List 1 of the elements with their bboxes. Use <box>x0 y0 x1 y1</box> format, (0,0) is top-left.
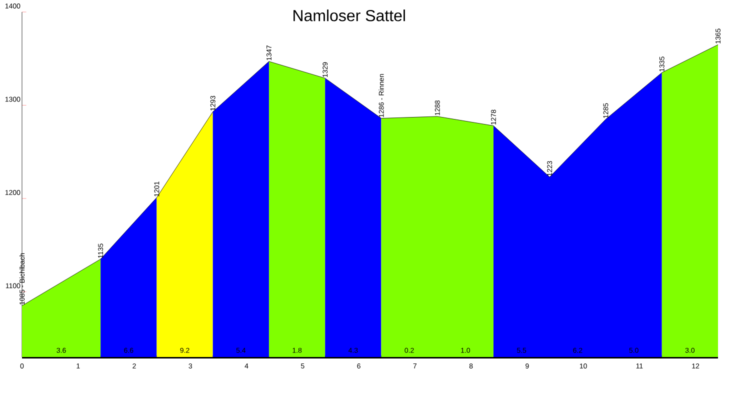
chart-title: Namloser Sattel <box>294 10 405 22</box>
